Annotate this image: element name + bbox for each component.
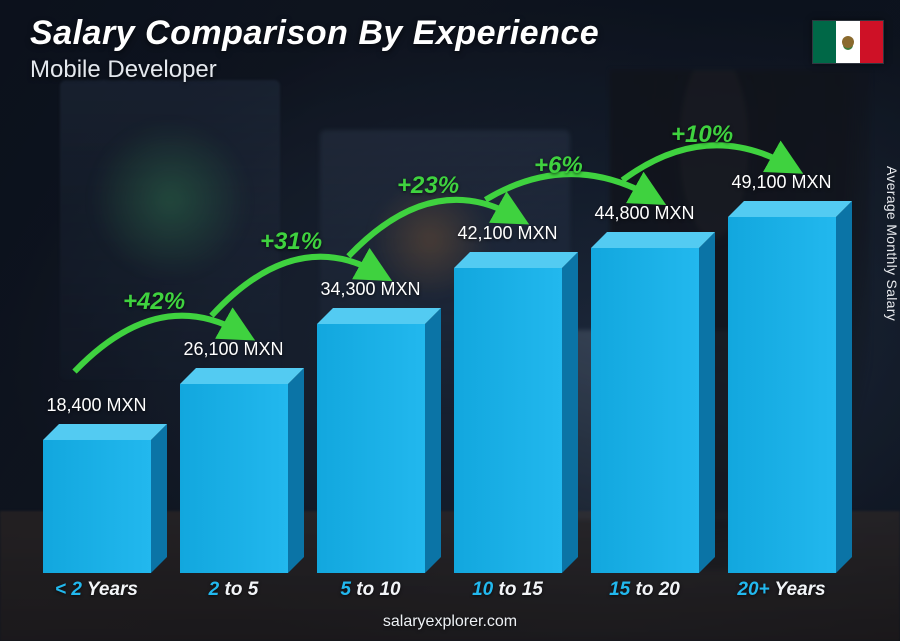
page-subtitle: Mobile Developer [30,56,217,84]
page-title: Salary Comparison By Experience [30,14,599,53]
y-axis-label: Average Monthly Salary [884,166,900,321]
increase-percent-label: +10% [671,121,733,149]
chart-stage: Salary Comparison By Experience Mobile D… [0,0,900,641]
country-flag-icon [812,20,884,64]
footer-source: salaryexplorer.com [0,613,900,631]
increase-arc-group: +10% [28,81,850,601]
bar-chart: 18,400 MXN< 2 Years26,100 MXN2 to 534,30… [28,81,850,601]
increase-arrow-icon [28,81,850,601]
